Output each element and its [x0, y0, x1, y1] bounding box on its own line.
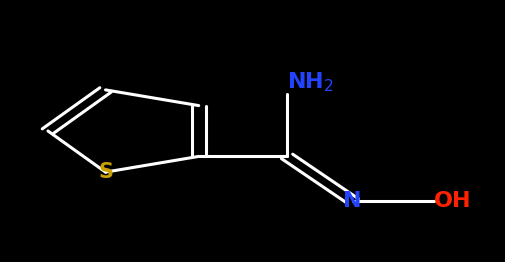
- Text: OH: OH: [433, 191, 471, 211]
- Text: N: N: [343, 191, 362, 211]
- Text: NH$_2$: NH$_2$: [287, 70, 334, 94]
- Text: S: S: [98, 162, 113, 182]
